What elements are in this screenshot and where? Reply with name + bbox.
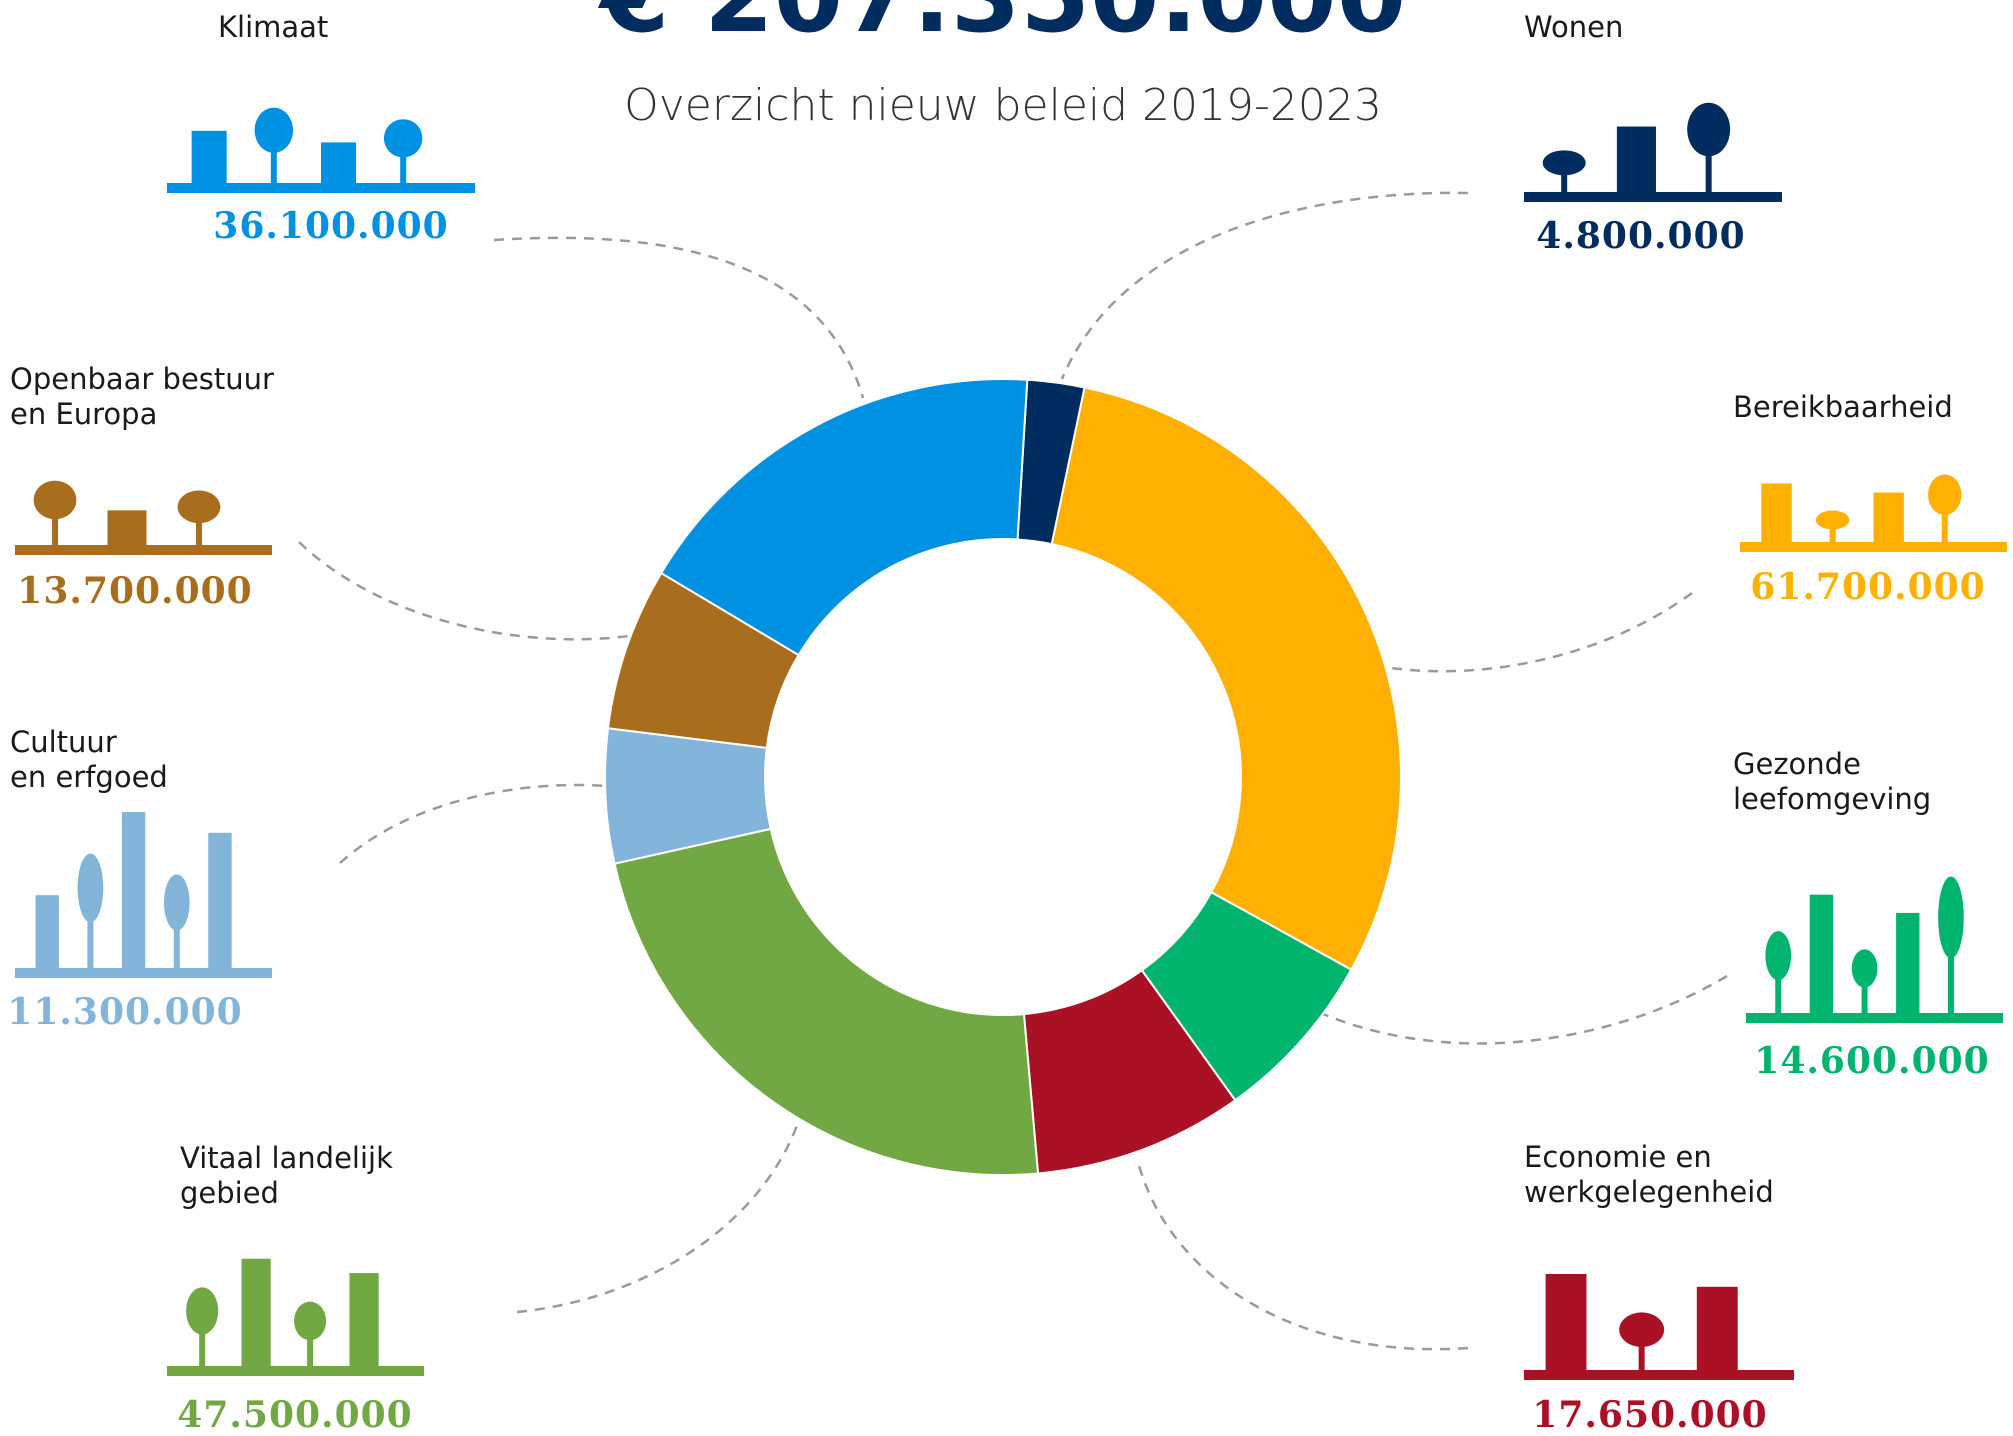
value-label: 47.500.000 [177,1394,413,1436]
donut-segment [1050,386,1402,972]
value-label: 13.700.000 [17,570,253,612]
icon [167,107,475,193]
icon-shape [1941,508,1948,542]
icon-shape [1851,949,1878,988]
category-label: Klimaat [218,10,329,44]
connector [1322,974,1728,1045]
icon-shape [1873,492,1904,542]
icon-ground [1524,1370,1794,1380]
category-label: Vitaal landelijk gebied [180,1141,393,1210]
icon [167,1258,424,1376]
icon-shape [1561,171,1568,192]
icon [1746,876,2003,1023]
connector [1136,1161,1469,1351]
icon-shape [1947,944,1954,1013]
value-label: 36.100.000 [213,205,449,247]
category-label: Bereikbaarheid [1733,390,1953,424]
icon-shape [1696,1286,1738,1370]
icon-shape [87,910,94,968]
icon-shape [1928,474,1962,515]
icon-shape [199,1326,206,1366]
icon-ground [167,1366,424,1376]
icon-shape [1638,1341,1645,1370]
icon-shape [1765,931,1792,981]
icon-shape [1761,483,1792,542]
connectors [298,191,1728,1351]
icon-shape [1619,1312,1665,1347]
icon-shape [163,874,190,931]
icon-ground [15,968,272,978]
icon-ground [1740,542,2007,552]
connector [1060,191,1469,380]
icon [1740,474,2007,552]
icon-ground [1746,1013,2003,1023]
icon-shape [35,895,59,968]
icon-shape [1545,1274,1587,1370]
donut-segment [659,378,1029,657]
icon-shape [241,1258,271,1366]
icon-shape [195,517,202,545]
chart-title: € 207.350.000 [600,0,1407,55]
icon-ground [15,545,272,555]
icon-shape [1829,526,1836,542]
connector [298,541,630,641]
icon-ground [1524,192,1782,202]
icon-shape [1616,126,1656,192]
value-label: 61.700.000 [1750,566,1986,608]
chart-subtitle: Overzicht nieuw beleid 2019-2023 [624,80,1382,131]
icon-shape [400,151,407,183]
icon-shape [254,107,294,153]
donut-segment [613,827,1040,1176]
icon-shape [186,1287,219,1335]
icon-shape [1809,894,1834,1013]
icon-ground [167,183,475,193]
connector [516,1119,801,1314]
icon-shape [77,853,104,923]
icon-shape [208,832,232,968]
icon-shape [1938,876,1964,959]
icon-shape [349,1273,379,1366]
icon [15,480,272,555]
icon-shape [1896,912,1920,1013]
icon-shape [1861,981,1868,1013]
icon-shape [173,921,180,968]
icon-shape [1815,510,1850,530]
icon-shape [121,812,146,968]
category-label: Openbaar bestuur en Europa [10,362,274,431]
connector [339,783,608,864]
connector [493,236,865,399]
connector [1390,591,1693,673]
category-label: Economie en werkgelegenheid [1524,1140,1774,1209]
icon-shape [107,510,147,545]
category-label: Wonen [1524,10,1624,44]
icon-shape [52,512,59,545]
icon-shape [177,490,221,524]
value-label: 17.650.000 [1532,1394,1768,1436]
value-label: 11.300.000 [7,991,243,1033]
icon [1524,1274,1794,1380]
icon [1524,102,1782,202]
icon-shape [33,480,77,520]
icon-shape [191,130,227,183]
icon [15,812,272,978]
icon-shape [307,1333,314,1366]
icon-shape [383,119,423,158]
value-label: 14.600.000 [1754,1040,1990,1082]
value-label: 4.800.000 [1536,215,1746,257]
icon-shape [321,142,356,183]
category-label: Gezonde leefomgeving [1733,747,1932,816]
icon-shape [1687,102,1731,157]
icon-shape [294,1301,327,1341]
icon-shape [1542,150,1586,176]
icon-shape [270,145,277,183]
icon-shape [1775,972,1782,1013]
category-label: Cultuur en erfgoed [10,725,168,794]
icon-shape [1705,147,1712,192]
